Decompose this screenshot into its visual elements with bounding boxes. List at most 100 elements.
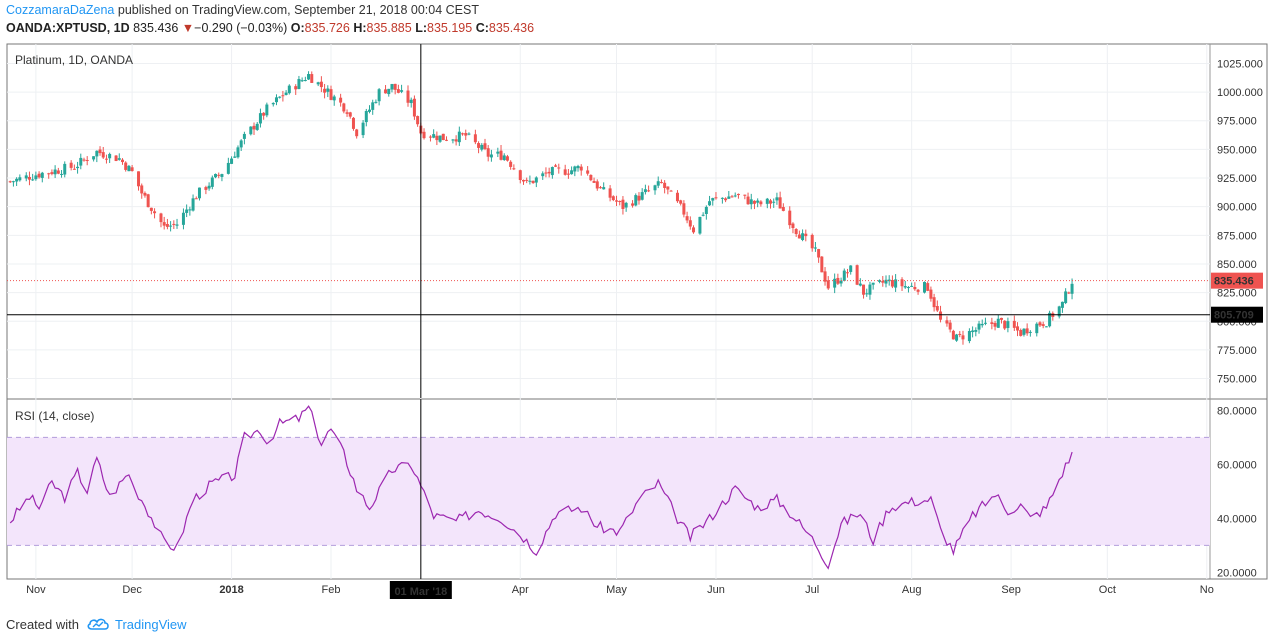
candle-body	[1028, 331, 1032, 333]
candle-body	[137, 171, 141, 187]
candle-body	[197, 187, 201, 199]
candle-body	[72, 168, 76, 170]
candle-body	[409, 99, 413, 104]
candle-body	[868, 284, 872, 295]
candle-body	[833, 278, 837, 288]
created-with-text: Created with	[6, 617, 79, 632]
candle-body	[563, 169, 567, 175]
candle-body	[473, 134, 477, 143]
candle-body	[525, 179, 529, 181]
last-price-label: 835.436	[1214, 276, 1254, 288]
x-tick-label: Aug	[902, 584, 922, 596]
candle-body	[948, 322, 952, 330]
candle-body	[592, 180, 596, 183]
candle-body	[499, 150, 503, 160]
candle-body	[214, 173, 218, 178]
x-tick-label: Jun	[707, 584, 725, 596]
candle-body	[348, 112, 352, 117]
candle-body	[316, 82, 320, 85]
x-tick-label: Dec	[122, 584, 142, 596]
candle-body	[550, 167, 554, 176]
candle-body	[913, 286, 917, 290]
candle-body	[669, 190, 673, 192]
candle-body	[412, 98, 416, 117]
tradingview-link[interactable]: TradingView	[114, 617, 187, 632]
symbol-legend: OANDA:XPTUSD, 1D 835.436 ▼−0.290 (−0.03%…	[6, 21, 534, 35]
candle-body	[727, 196, 731, 199]
candle-body	[345, 112, 349, 114]
candle-body	[890, 279, 894, 287]
tradingview-cloud-icon	[87, 616, 109, 633]
candle-body	[329, 89, 333, 100]
candle-body	[242, 133, 246, 139]
candle-body	[226, 162, 230, 174]
candle-body	[236, 147, 240, 158]
candle-body	[165, 224, 169, 227]
candle-body	[1019, 330, 1023, 336]
candle-body	[483, 143, 487, 149]
candle-body	[18, 177, 22, 181]
y-tick-label: 825.000	[1217, 288, 1257, 300]
candle-body	[188, 209, 192, 211]
candle-body	[53, 169, 57, 175]
author-link[interactable]: CozzamaraDaZena	[6, 3, 115, 17]
candle-body	[698, 216, 702, 234]
candle-body	[932, 297, 936, 308]
candle-body	[441, 133, 445, 141]
rsi-line	[9, 405, 1073, 570]
candle-body	[477, 143, 481, 148]
candle-body	[862, 284, 866, 295]
high-label: H:	[353, 21, 367, 35]
candle-body	[56, 170, 60, 174]
candle-body	[1041, 324, 1045, 326]
candle-body	[794, 228, 798, 235]
candle-body	[595, 181, 599, 189]
candle-body	[566, 173, 570, 175]
candle-body	[368, 109, 372, 112]
candle-body	[730, 196, 734, 198]
candle-body	[772, 201, 776, 203]
candle-body	[894, 279, 898, 288]
candle-body	[124, 162, 128, 170]
y-tick-label: 1000.000	[1217, 87, 1263, 99]
candle-body	[554, 165, 558, 167]
rsi-tick-label: 20.0000	[1217, 567, 1257, 579]
candle-body	[714, 197, 718, 199]
candle-body	[653, 185, 657, 191]
candle-body	[37, 173, 41, 178]
candle-body	[929, 289, 933, 299]
candle-body	[252, 125, 256, 130]
candle-body	[589, 174, 593, 181]
candle-body	[675, 192, 679, 202]
x-tick-label: Nov	[26, 584, 46, 596]
candle-body	[910, 285, 914, 287]
candle-body	[826, 280, 830, 289]
candle-body	[598, 187, 602, 189]
y-tick-label: 850.000	[1217, 259, 1257, 271]
x-tick-label: No	[1200, 584, 1214, 596]
candle-body	[175, 224, 179, 226]
candle-body	[467, 133, 471, 135]
candle-body	[278, 96, 282, 98]
candle-body	[230, 158, 234, 164]
candle-body	[971, 330, 975, 333]
candle-body	[384, 89, 388, 94]
candle-body	[820, 256, 824, 273]
candle-body	[371, 102, 375, 110]
candle-body	[127, 165, 131, 172]
candle-body	[999, 317, 1003, 320]
candle-body	[114, 155, 118, 161]
candle-body	[679, 200, 683, 204]
candle-body	[406, 90, 410, 103]
candle-body	[724, 198, 728, 201]
candle-body	[169, 225, 173, 227]
candle-body	[663, 182, 667, 188]
candle-body	[983, 322, 987, 324]
candle-body	[310, 74, 314, 83]
candle-body	[906, 287, 910, 289]
crosshair-price-badge	[1211, 306, 1263, 323]
candle-body	[602, 187, 606, 190]
candle-body	[813, 247, 817, 249]
candle-body	[191, 198, 195, 211]
